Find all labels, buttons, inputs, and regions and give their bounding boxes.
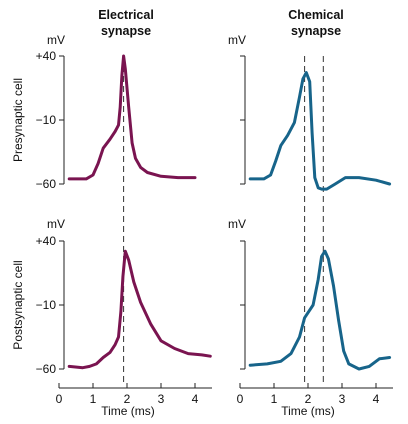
x-tick-label: 1 xyxy=(90,392,97,406)
unit-label-electrical-pre: mV xyxy=(47,33,65,47)
y-tick-label: −10 xyxy=(36,298,57,312)
y-tick-label: −60 xyxy=(36,362,57,376)
x-tick-label: 2 xyxy=(124,392,131,406)
x-tick-label: 3 xyxy=(339,392,346,406)
y-tick-label: −60 xyxy=(36,177,57,191)
electrical-presynaptic-trace xyxy=(67,54,197,181)
x-axis-label-electrical: Time (ms) xyxy=(101,404,155,418)
x-tick-label: 0 xyxy=(56,392,63,406)
chemical-postsynaptic-trace xyxy=(248,249,392,371)
x-tick-label: 1 xyxy=(271,392,278,406)
x-tick-label: 3 xyxy=(158,392,165,406)
chemical-postsynaptic-panel: 0 1 2 3 4 xyxy=(237,240,393,406)
chemical-presynaptic-trace xyxy=(248,71,392,191)
x-tick-label: 4 xyxy=(192,392,199,406)
y-tick-label: +40 xyxy=(36,234,57,248)
electrical-postsynaptic-panel: +40 −10 −60 0 1 2 3 4 xyxy=(36,234,212,406)
chemical-title-line2: synapse xyxy=(291,24,341,38)
electrical-postsynaptic-trace xyxy=(67,249,212,370)
x-tick-label: 2 xyxy=(305,392,312,406)
presynaptic-row-label: Presynaptic cell xyxy=(11,78,25,162)
electrical-title-line1: Electrical xyxy=(98,8,154,22)
x-tick-label: 4 xyxy=(373,392,380,406)
chemical-title-line1: Chemical xyxy=(288,8,344,22)
electrical-title-line2: synapse xyxy=(101,24,151,38)
unit-label-chemical-post: mV xyxy=(228,217,246,231)
chemical-presynaptic-panel xyxy=(240,55,392,382)
panels: +40 −10 −60 +40 −10 −60 0 1 2 3 4 0 1 2 3 4 xyxy=(36,49,393,406)
y-tick-label: +40 xyxy=(36,49,57,63)
electrical-presynaptic-panel: +40 −10 −60 xyxy=(36,49,197,382)
unit-label-chemical-pre: mV xyxy=(228,33,246,47)
unit-label-electrical-post: mV xyxy=(47,217,65,231)
y-tick-label: −10 xyxy=(36,113,57,127)
postsynaptic-row-label: Postsynaptic cell xyxy=(11,260,25,349)
x-axis-label-chemical: Time (ms) xyxy=(281,404,335,418)
x-tick-label: 0 xyxy=(237,392,244,406)
